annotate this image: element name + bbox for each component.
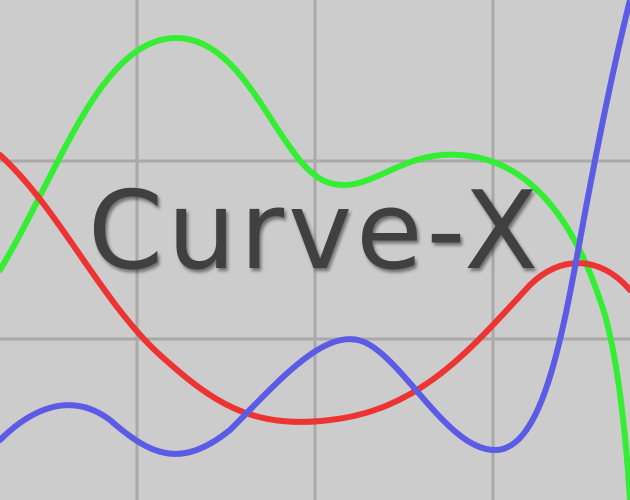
red-curve (0, 152, 630, 425)
green-curve (0, 34, 630, 500)
blue-curve (0, 0, 630, 457)
